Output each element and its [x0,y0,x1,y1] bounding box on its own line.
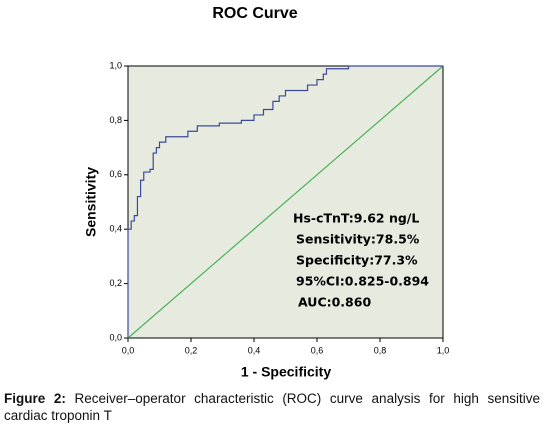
y-tick-label: 0,2 [109,278,122,288]
annotation: 95%CI:0.825-0.894 [296,274,429,289]
y-tick-label: 1,0 [109,60,122,70]
chart-title: ROC Curve [212,5,297,22]
y-axis-label: Sensitivity [83,167,99,237]
y-tick-label: 0,8 [109,115,122,125]
x-tick-label: 0,4 [248,345,261,355]
x-axis-label: 1 - Specificity [241,364,331,380]
x-tick-label: 0,0 [122,345,135,355]
y-tick-label: 0,0 [109,332,122,342]
caption: Figure 2: Receiver–operator characterist… [4,390,540,424]
x-tick-label: 1,0 [437,345,450,355]
x-tick-label: 0,2 [185,345,198,355]
caption-text: Receiver–operator characteristic (ROC) c… [4,391,540,423]
annotation: Specificity:77.3% [296,253,418,268]
y-tick-label: 0,4 [109,224,122,234]
annotation: Hs-cTnT:9.62 ng/L [293,211,419,226]
annotation: Sensitivity:78.5% [296,232,420,247]
x-tick-label: 0,6 [311,345,324,355]
annotation: AUC:0.860 [298,295,371,310]
chart: ROC Curve 1 - Specificity Sensitivity 0,… [83,5,450,380]
roc-line [127,65,443,338]
y-tick-label: 0,6 [109,169,122,179]
roc-line [127,65,444,339]
x-tick-label: 0,8 [374,345,387,355]
caption-label: Figure 2: [4,391,66,406]
